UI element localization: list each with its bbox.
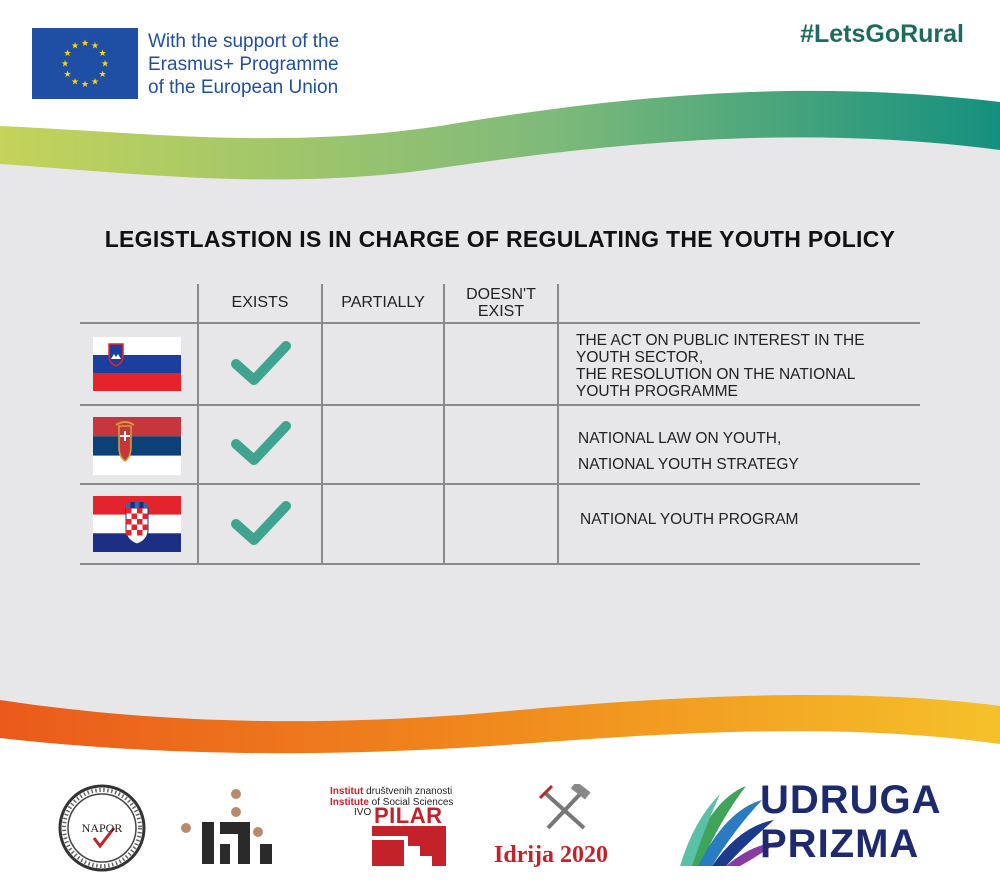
svg-text:★: ★: [63, 49, 71, 59]
legislation-line: NATIONAL YOUTH PROGRAM: [580, 511, 799, 528]
svg-text:★: ★: [101, 60, 109, 70]
prizma-logo-text: UDRUGA PRIZMA: [760, 778, 942, 866]
legislation-line: YOUTH PROGRAMME: [576, 383, 738, 400]
svg-text:★: ★: [71, 42, 79, 52]
prizma-rays-icon: [680, 786, 778, 866]
eu-support-line: of the European Union: [148, 77, 339, 98]
hashtag: #LetsGoRural: [800, 20, 964, 48]
svg-text:★: ★: [98, 70, 106, 80]
svg-text:★: ★: [81, 80, 89, 90]
legislation-line: NATIONAL YOUTH STRATEGY: [578, 456, 799, 473]
column-header-line: EXIST: [477, 303, 525, 320]
svg-text:★: ★: [91, 78, 99, 88]
idrija-logo-text: Idrija 2020: [494, 842, 608, 868]
column-header-exists: EXISTS: [231, 294, 289, 311]
pilar-institute-text: Institut društvenih znanosti: [330, 786, 452, 797]
check-icon: [231, 501, 291, 545]
eu-support-text: With the support of the Erasmus+ Program…: [148, 30, 339, 99]
pilar-institute-text: Institute of Social Sciences: [330, 797, 453, 808]
column-header-doesnt-exist: DOESN'T EXIST: [444, 286, 558, 320]
pilar-line2-bold: Institute: [330, 797, 369, 808]
svg-text:★: ★: [91, 42, 99, 52]
eu-flag-icon: ★ ★ ★ ★ ★ ★ ★ ★ ★ ★ ★ ★: [32, 28, 138, 99]
legislation-line: THE RESOLUTION ON THE NATIONAL: [576, 366, 856, 383]
check-icon: [231, 421, 291, 465]
slovenia-flag-icon: [93, 337, 181, 391]
svg-text:★: ★: [71, 78, 79, 88]
napor-logo: NAPOR: [58, 784, 146, 872]
svg-text:★: ★: [61, 60, 69, 70]
legislation-cell: NATIONAL LAW ON YOUTH, NATIONAL YOUTH ST…: [578, 426, 799, 478]
legislation-cell: NATIONAL YOUTH PROGRAM: [580, 511, 798, 528]
dots-logo: [181, 789, 272, 864]
napor-logo-text: NAPOR: [82, 821, 123, 835]
prizma-line: UDRUGA: [760, 778, 942, 822]
column-header-line: DOESN'T: [466, 286, 536, 303]
svg-text:★: ★: [63, 70, 71, 80]
page-title: LEGISTLASTION IS IN CHARGE OF REGULATING…: [104, 226, 896, 252]
hammer-pick-icon: [538, 784, 591, 830]
legislation-line: NATIONAL LAW ON YOUTH,: [578, 430, 782, 447]
prizma-line: PRIZMA: [760, 822, 920, 866]
legislation-line: THE ACT ON PUBLIC INTEREST IN THE: [576, 332, 865, 349]
pilar-name: PILAR: [374, 803, 443, 828]
eu-support-line: Erasmus+ Programme: [148, 54, 339, 75]
check-icon: [231, 341, 291, 385]
pilar-line1-bold: Institut: [330, 786, 364, 797]
croatia-flag-icon: [93, 496, 181, 552]
legislation-cell: THE ACT ON PUBLIC INTEREST IN THE YOUTH …: [576, 332, 865, 400]
legislation-line: YOUTH SECTOR,: [576, 349, 704, 366]
svg-text:★: ★: [98, 49, 106, 59]
serbia-flag-icon: [93, 417, 181, 475]
column-header-partially: PARTIALLY: [341, 294, 425, 311]
pilar-logo: Institut društvenih znanosti Institute o…: [328, 786, 453, 868]
pilar-line1-rest: društvenih znanosti: [366, 786, 453, 797]
pilar-ivo: IVO: [354, 807, 372, 818]
svg-text:★: ★: [81, 39, 89, 49]
eu-support-line: With the support of the: [148, 31, 340, 52]
pilar-stairs-icon: [372, 826, 446, 866]
pilar-line2-rest: of Social Sciences: [371, 797, 454, 808]
